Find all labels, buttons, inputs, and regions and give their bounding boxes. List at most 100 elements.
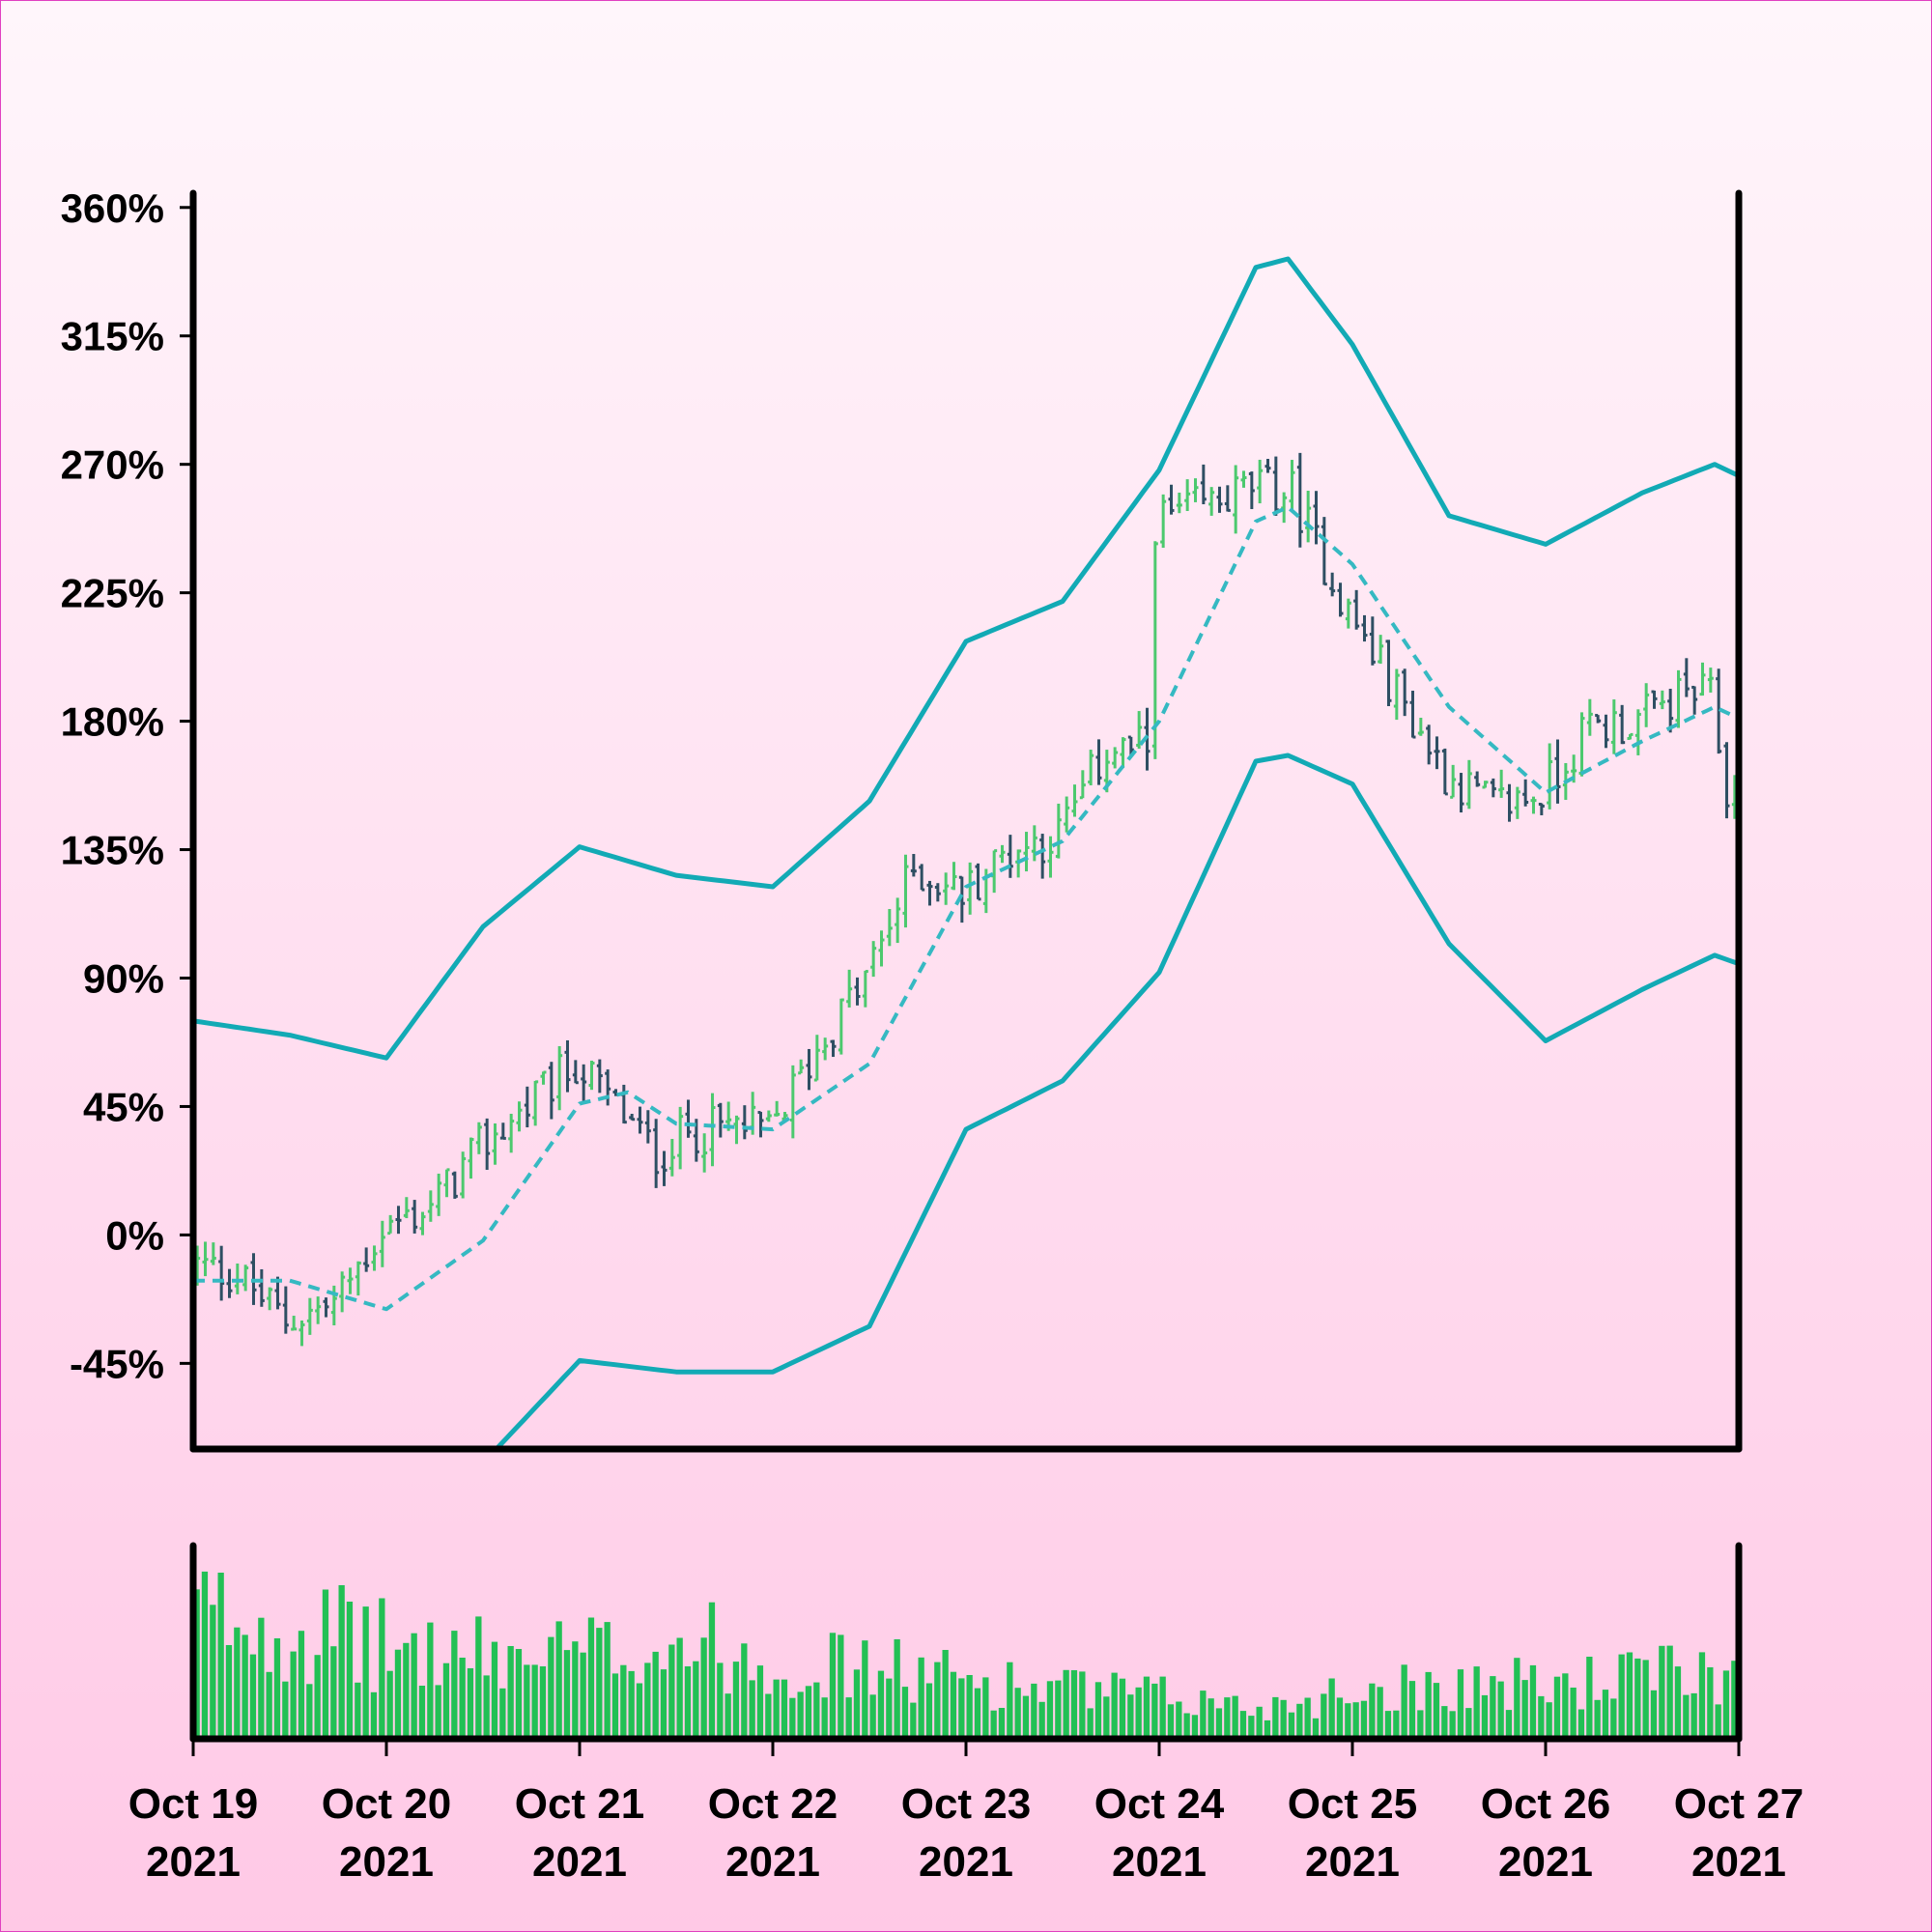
- ohlc-bar: [258, 1268, 265, 1307]
- volume-bar: [1401, 1664, 1407, 1739]
- volume-bar: [442, 1662, 450, 1739]
- volume-bar: [1674, 1666, 1682, 1739]
- ohlc-bar: [1450, 764, 1457, 799]
- ohlc-bar: [347, 1267, 354, 1294]
- volume-bar: [1063, 1669, 1069, 1739]
- ohlc-bar: [774, 1100, 781, 1117]
- ohlc-bar: [218, 1245, 225, 1301]
- volume-bar: [242, 1634, 248, 1739]
- volume-bar: [507, 1646, 514, 1739]
- volume-bar: [418, 1686, 426, 1739]
- volume-bar: [386, 1670, 393, 1739]
- volume-bar: [652, 1651, 659, 1739]
- ohlc-bar: [1651, 690, 1658, 709]
- ohlc-bar: [1095, 739, 1102, 785]
- volume-bar: [1659, 1645, 1665, 1739]
- ohlc-bar: [387, 1214, 394, 1236]
- volume-bar: [1722, 1670, 1730, 1739]
- ohlc-bar: [895, 897, 901, 944]
- volume-bar: [628, 1670, 635, 1739]
- volume-bar: [821, 1697, 828, 1739]
- ohlc-bar: [403, 1197, 410, 1219]
- y-tick-label: -45%: [70, 1341, 164, 1386]
- volume-bar: [1224, 1697, 1231, 1739]
- volume-bar: [1683, 1694, 1690, 1739]
- volume-bar: [910, 1702, 917, 1739]
- volume-bar: [524, 1664, 530, 1739]
- volume-bar: [193, 1589, 200, 1739]
- volume-bar: [773, 1679, 780, 1739]
- ohlc-bar: [1120, 737, 1126, 769]
- volume-bar: [1449, 1711, 1456, 1739]
- volume-bar: [1634, 1658, 1641, 1739]
- volume-bar: [1618, 1654, 1625, 1739]
- volume-bar: [1433, 1683, 1440, 1739]
- price-panel: [193, 256, 1739, 1449]
- ohlc-bar: [1522, 779, 1529, 807]
- volume-bar: [1151, 1683, 1158, 1739]
- ohlc-bar: [1426, 724, 1433, 765]
- volume-bar: [1070, 1670, 1078, 1739]
- volume-bar: [877, 1670, 885, 1739]
- volume-bar: [1553, 1676, 1561, 1739]
- ohlc-bar: [1434, 736, 1440, 770]
- ohlc-bar: [427, 1190, 434, 1222]
- volume-bar: [234, 1627, 241, 1739]
- ohlc-bar: [1538, 802, 1545, 815]
- volume-bar: [475, 1616, 482, 1739]
- ohlc-bar: [1127, 735, 1134, 756]
- ohlc-bar: [1240, 470, 1247, 488]
- ohlc-bar: [556, 1046, 563, 1111]
- volume-bar: [1562, 1673, 1569, 1739]
- ohlc-bar: [291, 1316, 298, 1331]
- ohlc-bar: [1441, 748, 1448, 796]
- volume-bar: [862, 1640, 868, 1739]
- ohlc-bar: [499, 1122, 506, 1140]
- ohlc-bar: [1168, 484, 1175, 515]
- ohlc-bar: [637, 1106, 643, 1134]
- ohlc-bar: [363, 1247, 370, 1272]
- ohlc-bar: [870, 941, 877, 978]
- volume-bar: [1610, 1698, 1617, 1739]
- ohlc-bar: [1289, 460, 1295, 511]
- volume-bar: [1481, 1694, 1489, 1739]
- ohlc-bar: [1361, 614, 1368, 642]
- ohlc-bar: [1353, 589, 1360, 630]
- x-tick-label-year: 2021: [919, 1838, 1013, 1886]
- ohlc-bar: [323, 1297, 329, 1318]
- ohlc-bar: [1224, 485, 1231, 512]
- volume-bar: [1264, 1719, 1271, 1739]
- volume-bar: [894, 1639, 900, 1739]
- volume-bar: [636, 1683, 643, 1739]
- ohlc-bar: [789, 1065, 796, 1139]
- ohlc-bar: [484, 1118, 491, 1170]
- ohlc-bar: [267, 1287, 273, 1311]
- ohlc-bar: [282, 1286, 289, 1334]
- ohlc-bar: [492, 1122, 498, 1165]
- volume-bar: [210, 1605, 216, 1739]
- ohlc-bar: [1313, 491, 1320, 545]
- ohlc-bar: [733, 1115, 740, 1145]
- volume-bar: [604, 1622, 611, 1739]
- volume-bar: [749, 1680, 755, 1739]
- volume-bar: [587, 1617, 595, 1739]
- volume-bar: [282, 1681, 289, 1739]
- volume-bar: [781, 1679, 788, 1739]
- ohlc-bar: [822, 1037, 829, 1061]
- x-tick-label-date: Oct 20: [322, 1780, 452, 1828]
- ohlc-bar: [902, 854, 909, 928]
- volume-bar: [990, 1710, 997, 1739]
- volume-bar: [1514, 1658, 1520, 1739]
- ohlc-bar: [1112, 747, 1119, 769]
- volume-bar: [974, 1688, 981, 1739]
- volume-bar: [1586, 1657, 1593, 1739]
- volume-bar: [298, 1631, 305, 1739]
- ohlc-bar: [564, 1039, 571, 1093]
- ohlc-bar: [419, 1211, 426, 1236]
- volume-bar: [1731, 1661, 1738, 1739]
- ohlc-bar: [644, 1110, 651, 1144]
- volume-bar: [273, 1638, 281, 1739]
- ohlc-bar: [677, 1106, 684, 1170]
- volume-bar: [1417, 1710, 1424, 1739]
